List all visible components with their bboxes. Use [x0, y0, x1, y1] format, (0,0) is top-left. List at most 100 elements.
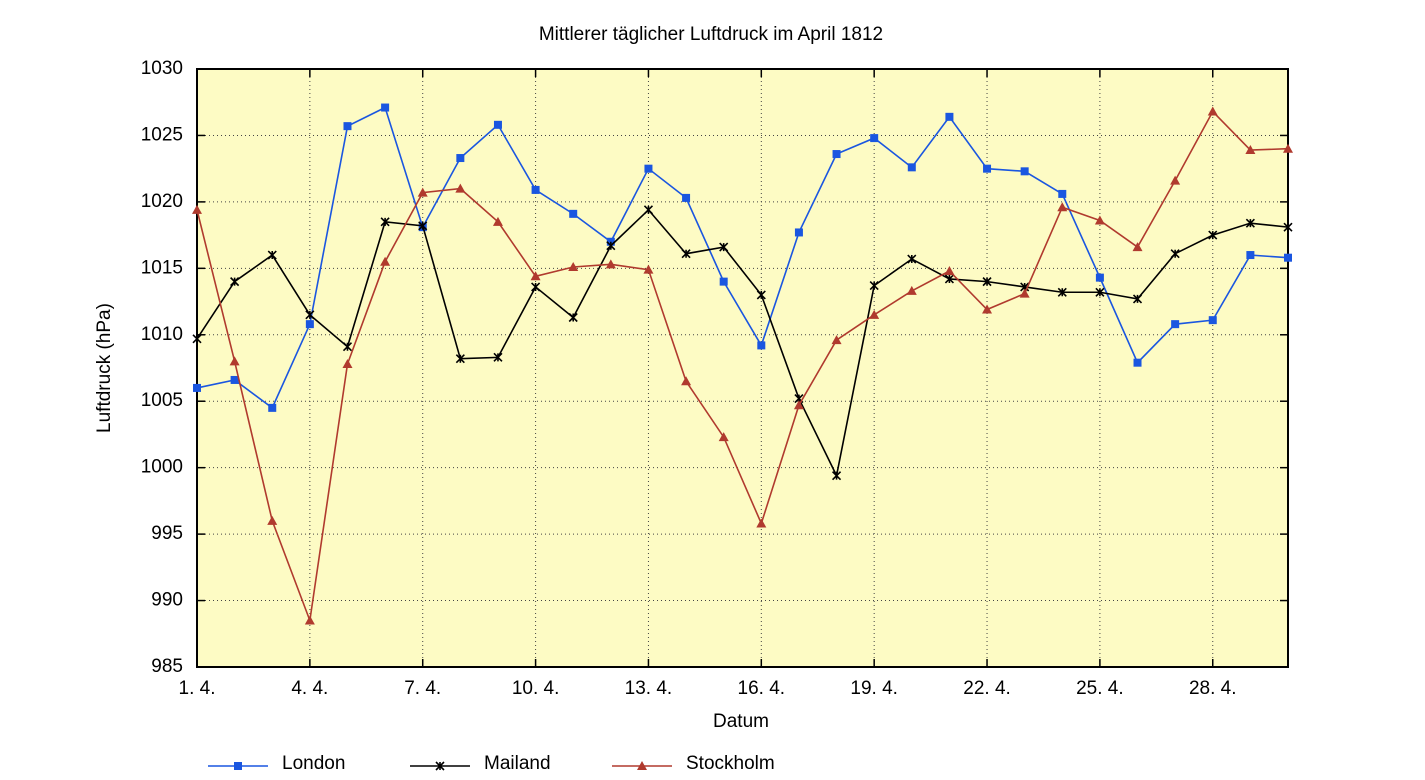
point [907, 163, 916, 172]
point [455, 183, 466, 193]
point [1284, 253, 1292, 262]
point [906, 285, 917, 295]
legend-label: Mailand [484, 753, 551, 774]
point [267, 250, 277, 260]
point [831, 335, 842, 345]
point [757, 341, 766, 350]
point [230, 375, 239, 384]
point [418, 221, 428, 231]
point [1057, 202, 1068, 212]
point [1170, 175, 1181, 185]
x-tick-label: 25. 4. [1076, 678, 1124, 699]
point [1245, 218, 1255, 228]
y-tick-label: 1025 [141, 124, 183, 145]
series-line [196, 106, 1289, 410]
point [380, 217, 390, 227]
x-tick-label: 7. 4. [404, 678, 441, 699]
point [643, 205, 654, 215]
point [1132, 242, 1143, 252]
point [1094, 215, 1105, 225]
point [982, 277, 992, 287]
point [606, 241, 616, 251]
point [944, 265, 955, 275]
point [193, 383, 201, 392]
legend-label: London [282, 753, 345, 774]
point [983, 164, 992, 173]
point [1133, 358, 1142, 367]
point [568, 262, 579, 272]
point [1132, 294, 1143, 304]
point [682, 193, 691, 202]
x-tick-label: 22. 4. [963, 678, 1011, 699]
legend-label: Stockholm [686, 753, 775, 774]
point [568, 312, 578, 323]
point [381, 103, 390, 112]
point [756, 518, 767, 528]
point [304, 615, 315, 625]
point [192, 334, 202, 344]
point [1246, 251, 1255, 260]
x-tick-label: 16. 4. [738, 678, 786, 699]
point [944, 274, 954, 284]
point [493, 352, 503, 362]
point [907, 254, 917, 264]
point [793, 400, 804, 410]
point [794, 228, 803, 237]
point [268, 403, 277, 412]
plot-frame [196, 68, 1289, 668]
legend-marker [637, 761, 647, 770]
x-tick-label: 1. 4. [179, 678, 216, 699]
y-tick-label: 995 [151, 523, 183, 544]
point [719, 277, 728, 286]
y-tick-label: 1015 [141, 257, 183, 278]
point [1020, 167, 1029, 176]
x-tick-label: 10. 4. [512, 678, 560, 699]
point [870, 134, 879, 143]
x-axis-label: Datum [713, 711, 769, 732]
point [1207, 106, 1218, 116]
point [1208, 230, 1218, 240]
point [305, 310, 315, 320]
point [869, 309, 880, 319]
point [455, 354, 465, 364]
y-axis-label: Luftdruck (hPa) [94, 303, 115, 433]
point [719, 242, 729, 252]
point [456, 154, 465, 163]
point [343, 122, 352, 131]
point [493, 120, 502, 129]
point [1245, 145, 1256, 155]
point [982, 304, 993, 314]
y-tick-label: 990 [151, 590, 183, 611]
point [1283, 143, 1293, 153]
point [681, 249, 691, 259]
plot-area [197, 69, 1288, 667]
point [230, 277, 240, 287]
point [192, 204, 202, 214]
point [229, 356, 240, 366]
point [681, 376, 692, 386]
x-tick-label: 4. 4. [291, 678, 328, 699]
point [531, 282, 541, 292]
point [869, 281, 879, 291]
point [1171, 320, 1180, 329]
x-tick-label: 19. 4. [850, 678, 898, 699]
point [831, 471, 842, 481]
y-tick-label: 1005 [141, 390, 183, 411]
point [644, 164, 653, 173]
point [945, 112, 954, 121]
point [605, 259, 616, 269]
y-tick-label: 1030 [141, 58, 183, 79]
point [1095, 287, 1105, 297]
point [1058, 189, 1067, 198]
point [1057, 287, 1067, 297]
point [492, 216, 503, 226]
point [643, 264, 654, 274]
point [531, 185, 540, 194]
x-tick-label: 13. 4. [625, 678, 673, 699]
y-tick-label: 1010 [141, 324, 183, 345]
point [569, 209, 578, 218]
point [1208, 316, 1217, 325]
point [1283, 222, 1293, 232]
point [1170, 249, 1180, 259]
